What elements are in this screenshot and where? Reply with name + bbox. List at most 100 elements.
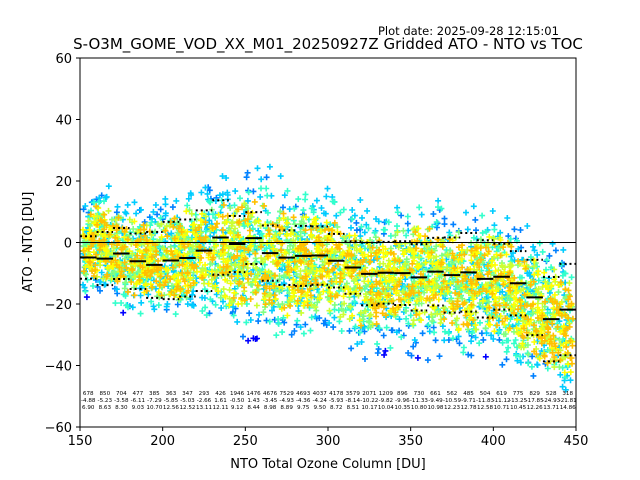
bin-mean-label: -5.23 <box>98 398 113 404</box>
bin-std-label: 13.11 <box>196 405 212 411</box>
bin-mean-label: -4.88 <box>81 398 96 404</box>
bin-mean-label: -4.36 <box>296 398 311 404</box>
x-axis-label: NTO Total Ozone Column [DU] <box>230 457 426 472</box>
x-tick-label: 150 <box>68 434 93 449</box>
bin-std-label: 10.98 <box>427 405 443 411</box>
bin-mean-label: -3.45 <box>263 398 278 404</box>
bin-mean-label: -5.93 <box>329 398 344 404</box>
bin-std-label: 12.23 <box>444 405 460 411</box>
bin-count-label: 347 <box>182 391 193 397</box>
bin-mean-label: -9.96 <box>395 398 410 404</box>
bin-count-label: 775 <box>513 391 524 397</box>
bin-statistics <box>80 199 576 363</box>
bin-mean-label: -11.83 <box>476 398 494 404</box>
bin-std-label: 8.72 <box>330 405 342 411</box>
bin-count-label: 619 <box>496 391 507 397</box>
bin-mean-label: -2.66 <box>197 398 212 404</box>
bin-count-label: 2071 <box>362 391 377 397</box>
bin-count-label: 4037 <box>313 391 328 397</box>
bin-mean-label: -9.82 <box>379 398 393 404</box>
bin-std-label: 12.56 <box>163 405 179 411</box>
bin-std-label: 9.75 <box>297 405 310 411</box>
scatter-markers-color-7 <box>80 198 576 367</box>
bin-count-label: 850 <box>99 391 110 397</box>
y-tick-label: 40 <box>55 114 72 129</box>
y-tick-label: 60 <box>55 52 72 67</box>
bin-mean-label: -10.59 <box>443 398 461 404</box>
bin-count-label: 562 <box>447 391 458 397</box>
bin-std-label: 9.50 <box>313 405 326 411</box>
bin-mean-label: -7.29 <box>147 398 162 404</box>
bin-std-label: 6.90 <box>82 405 95 411</box>
bin-mean-label: -13.25 <box>509 398 527 404</box>
bin-std-label: 8.89 <box>280 405 293 411</box>
x-tick-label: 250 <box>233 434 258 449</box>
bin-std-label: 10.71 <box>494 405 510 411</box>
bin-count-label: 1476 <box>246 391 261 397</box>
y-axis: −60 −40 −20 0 20 40 60 <box>45 52 80 436</box>
bin-count-label: 293 <box>199 391 210 397</box>
bin-std-label: 8.63 <box>99 405 112 411</box>
bin-count-label: 4178 <box>329 391 344 397</box>
bin-std-label: 8.51 <box>347 405 360 411</box>
bin-mean-label: -21.81 <box>559 398 577 404</box>
bin-std-label: 13.71 <box>543 405 559 411</box>
bin-count-label: 704 <box>116 391 127 397</box>
bin-count-label: 4693 <box>296 391 311 397</box>
bin-count-label: 829 <box>529 391 540 397</box>
bin-std-label: 12.52 <box>179 405 195 411</box>
y-tick-label: −20 <box>45 298 72 313</box>
bin-std-label: 8.44 <box>247 405 260 411</box>
bin-mean-label: -10.22 <box>360 398 378 404</box>
scatter-cloud <box>80 163 576 393</box>
bin-count-label: 3579 <box>346 391 361 397</box>
bin-std-label: 9.03 <box>132 405 145 411</box>
chart-title: S-O3M_GOME_VOD_XX_M01_20250927Z Gridded … <box>73 35 583 54</box>
bin-mean-label: -11.33 <box>410 398 428 404</box>
bin-std-label: 8.30 <box>115 405 128 411</box>
bin-mean-label: -3.58 <box>114 398 129 404</box>
bin-count-label: 1946 <box>230 391 245 397</box>
x-tick-label: 450 <box>564 434 589 449</box>
bin-mean-label: 1.43 <box>247 398 260 404</box>
bin-mean-label: -24.93 <box>542 398 560 404</box>
x-tick-label: 400 <box>481 434 506 449</box>
bin-mean-label: -4.24 <box>312 398 327 404</box>
bin-count-label: 528 <box>546 391 557 397</box>
bin-std-label: 12.26 <box>527 405 543 411</box>
y-tick-label: −40 <box>45 360 72 375</box>
y-tick-label: 0 <box>64 237 72 252</box>
x-tick-label: 350 <box>398 434 423 449</box>
x-tick-label: 300 <box>316 434 341 449</box>
bin-count-label: 318 <box>562 391 573 397</box>
bin-std-label: 9.12 <box>231 405 243 411</box>
bin-std-label: 10.80 <box>411 405 427 411</box>
bin-std-label: 10.45 <box>510 405 526 411</box>
bin-count-label: 1209 <box>379 391 394 397</box>
bin-std-label: 12.78 <box>461 405 477 411</box>
bin-mean-label: -8.14 <box>346 398 361 404</box>
bin-mean-label: -9.49 <box>428 398 443 404</box>
bin-std-label: 8.98 <box>264 405 277 411</box>
bin-count-label: 385 <box>149 391 160 397</box>
bin-mean-label: -11.12 <box>493 398 511 404</box>
bin-mean-label: -5.85 <box>164 398 179 404</box>
bin-count-label: 504 <box>480 391 491 397</box>
bin-mean-label: 1.61 <box>214 398 227 404</box>
bin-count-label: 477 <box>133 391 144 397</box>
bin-std-label: 12.58 <box>477 405 493 411</box>
bin-std-label: 12.11 <box>213 405 229 411</box>
bin-labels: 678-4.886.90850-5.238.63704-3.588.30477-… <box>81 391 577 411</box>
bin-std-label: 10.35 <box>394 405 410 411</box>
bin-mean-label: -6.11 <box>131 398 146 404</box>
bin-count-label: 661 <box>430 391 441 397</box>
bin-count-label: 426 <box>215 391 226 397</box>
scatter-markers-color-0 <box>83 294 489 361</box>
bin-std-label: 14.86 <box>560 405 576 411</box>
bin-mean-label: -4.93 <box>279 398 294 404</box>
x-axis: 150 200 250 300 350 400 450 <box>68 427 589 449</box>
bin-mean-label: -17.85 <box>526 398 544 404</box>
y-tick-label: −60 <box>45 421 72 436</box>
bin-std-label: 10.70 <box>146 405 162 411</box>
